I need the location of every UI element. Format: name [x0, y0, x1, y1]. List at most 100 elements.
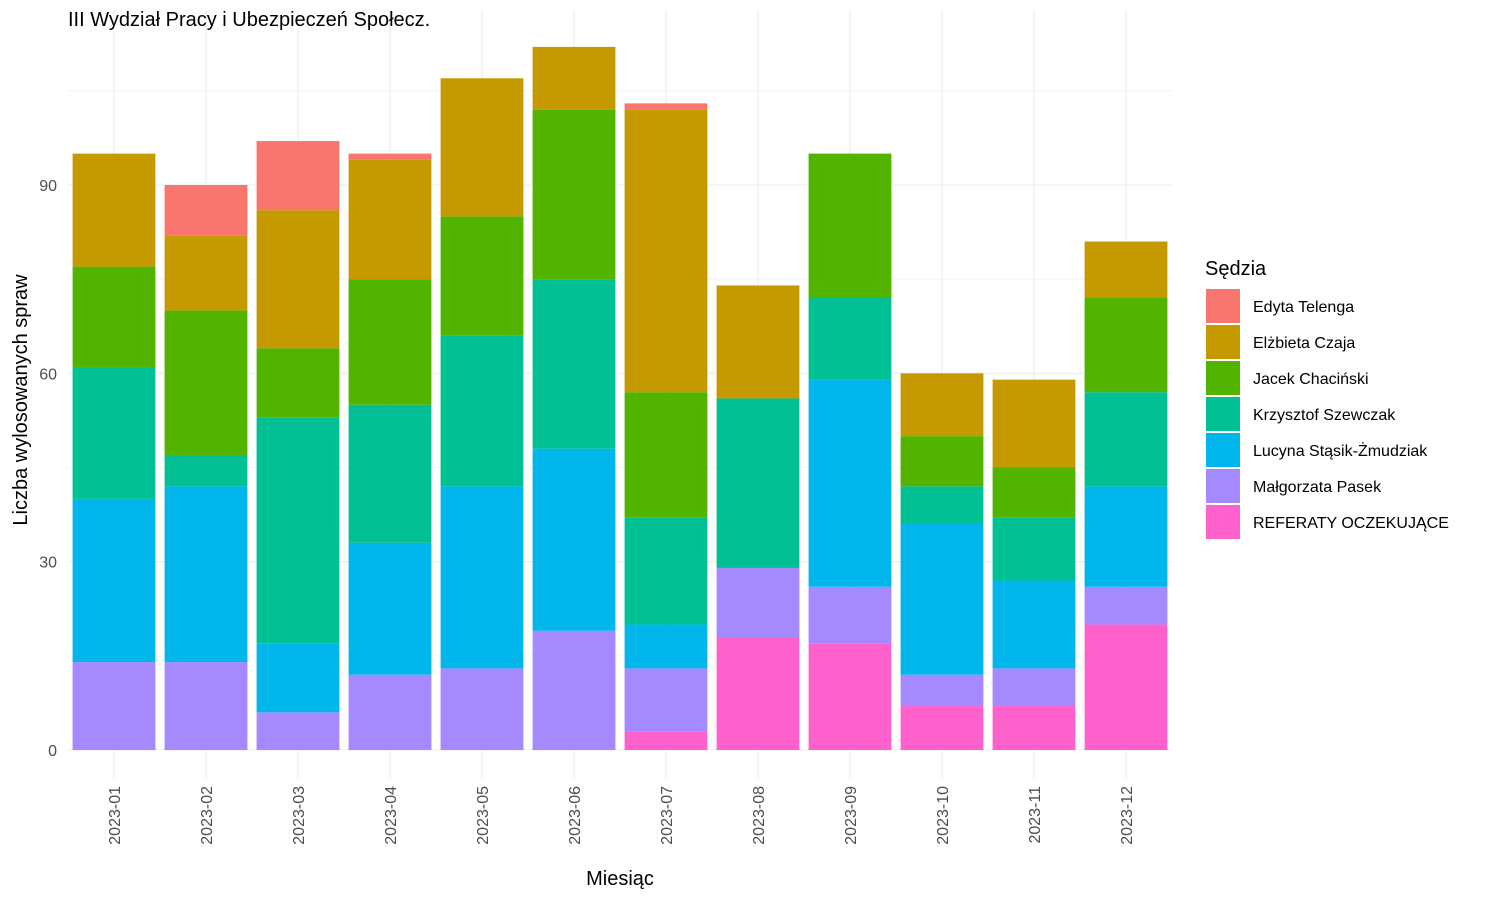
bar-segment: [440, 486, 524, 669]
legend-label: Krzysztof Szewczak: [1253, 407, 1396, 424]
bar-segment: [624, 103, 708, 110]
bar-segment: [348, 159, 432, 280]
bar-segment: [256, 712, 340, 750]
bar-segment: [72, 367, 156, 499]
x-tick-label: 2023-07: [659, 786, 676, 845]
bar-segment: [532, 279, 616, 449]
bar-segment: [72, 498, 156, 663]
bar-segment: [256, 210, 340, 349]
x-tick-label: 2023-10: [935, 786, 952, 845]
bar-segment: [532, 46, 616, 110]
legend-swatch: [1206, 469, 1240, 503]
y-axis-ticks: 0 30 60 90: [39, 178, 57, 760]
bar-segment: [532, 630, 616, 750]
bar-segment: [164, 235, 248, 311]
bar-segment: [256, 417, 340, 644]
bar-segment: [1084, 241, 1168, 298]
bar-segment: [440, 668, 524, 750]
bar-segment: [900, 486, 984, 524]
bar-segment: [992, 467, 1076, 518]
bar-segment: [348, 542, 432, 675]
bar-segment: [716, 285, 800, 399]
bar-segment: [808, 379, 892, 587]
legend-label: Małgorzata Pasek: [1253, 479, 1382, 496]
y-tick-label: 60: [39, 366, 57, 383]
bar-segment: [992, 580, 1076, 669]
bar-segment: [808, 298, 892, 380]
bar-segment: [716, 398, 800, 568]
bar-segment: [256, 643, 340, 713]
bar-segment: [348, 404, 432, 543]
legend-swatch: [1206, 325, 1240, 359]
bar-segment: [624, 392, 708, 518]
bar-segment: [72, 153, 156, 267]
bar-segment: [256, 141, 340, 211]
legend-swatch: [1206, 289, 1240, 323]
bar-segment: [624, 624, 708, 669]
bar-segment: [900, 373, 984, 437]
y-axis-title: Liczba wylosowanych spraw: [10, 274, 32, 526]
legend-title: Sędzia: [1205, 258, 1267, 280]
bar-segment: [1084, 624, 1168, 750]
x-tick-label: 2023-06: [567, 786, 584, 845]
bar-segment: [624, 517, 708, 625]
bar-segment: [348, 674, 432, 750]
x-axis-title: Miesiąc: [586, 868, 654, 890]
x-tick-label: 2023-12: [1119, 786, 1136, 845]
bar-segment: [72, 266, 156, 368]
legend-label: Lucyna Stąsik-Żmudziak: [1253, 441, 1428, 460]
x-tick-label: 2023-01: [107, 786, 124, 845]
bar-segment: [808, 586, 892, 644]
legend-swatch: [1206, 361, 1240, 395]
bar-segment: [164, 310, 248, 455]
bar-segment: [900, 674, 984, 707]
x-tick-label: 2023-05: [475, 786, 492, 845]
bar-segment: [440, 78, 524, 217]
x-tick-label: 2023-08: [751, 786, 768, 845]
legend-items: Edyta Telenga Elżbieta Czaja Jacek Chacińs…: [1206, 289, 1449, 539]
bar-segment: [1084, 298, 1168, 393]
legend-label: Jacek Chaciński: [1253, 371, 1369, 388]
bar-segment: [164, 486, 248, 663]
bar-segment: [256, 348, 340, 418]
legend-swatch: [1206, 397, 1240, 431]
bar-segment: [808, 153, 892, 298]
bar-segment: [1084, 586, 1168, 625]
bar-segment: [992, 517, 1076, 581]
bar-segment: [440, 216, 524, 336]
bar-segment: [900, 524, 984, 675]
bar-segment: [992, 379, 1076, 468]
bar-segment: [716, 567, 800, 637]
x-tick-label: 2023-04: [383, 786, 400, 845]
x-tick-label: 2023-11: [1027, 786, 1044, 844]
x-tick-label: 2023-09: [843, 786, 860, 845]
legend: Sędzia Edyta Telenga Elżbieta Czaja Jacek …: [1205, 258, 1449, 539]
y-tick-label: 0: [48, 743, 57, 760]
bar-segment: [532, 448, 616, 631]
y-tick-label: 90: [39, 178, 57, 195]
bar-segment: [164, 454, 248, 487]
bar-segment: [624, 668, 708, 732]
bar-segment: [348, 279, 432, 405]
bar-segment: [164, 662, 248, 750]
bar-segment: [164, 185, 248, 236]
bar-segment: [808, 643, 892, 750]
legend-label: Elżbieta Czaja: [1253, 335, 1355, 352]
x-axis-ticks: 2023-01 2023-02 2023-03 2023-04 2023-05 2023-…: [107, 786, 1136, 845]
bar-segment: [624, 109, 708, 393]
chart-title: III Wydział Pracy i Ubezpieczeń Społecz.: [68, 9, 430, 31]
legend-swatch: [1206, 433, 1240, 467]
bars: [72, 46, 1168, 750]
y-tick-label: 30: [39, 555, 57, 572]
bar-segment: [716, 637, 800, 750]
bar-segment: [348, 153, 432, 160]
bar-segment: [624, 731, 708, 750]
legend-swatch: [1206, 505, 1240, 539]
x-tick-label: 2023-03: [291, 786, 308, 845]
bar-segment: [1084, 486, 1168, 587]
bar-segment: [440, 335, 524, 487]
x-tick-label: 2023-02: [199, 786, 216, 845]
legend-label: REFERATY OCZEKUJĄCE: [1253, 515, 1449, 532]
bar-segment: [900, 436, 984, 487]
